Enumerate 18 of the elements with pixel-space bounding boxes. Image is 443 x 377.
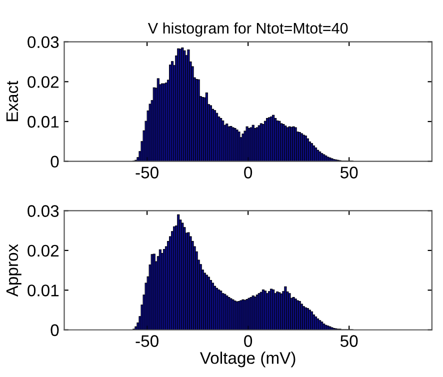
y-tick-label: 0.01: [28, 116, 59, 128]
chart-title: V histogram for Ntot=Mtot=40: [148, 22, 348, 37]
x-tick-label: 50: [340, 166, 358, 178]
x-tick-label: -50: [136, 166, 158, 178]
x-tick-label: 50: [340, 335, 358, 347]
y-tick-label: 0.02: [28, 244, 59, 257]
y-tick-label: 0.01: [28, 284, 59, 296]
y-tick-label: 0.02: [28, 76, 59, 88]
y-tick-label: 0: [50, 156, 59, 168]
x-tick-label: 0: [244, 335, 252, 347]
x-axis-title: Voltage (mV): [200, 352, 296, 368]
y-tick-label: 0.03: [28, 36, 59, 48]
y-axis-title: Approx: [6, 244, 22, 297]
y-tick-label: 0: [50, 324, 59, 336]
y-axis-title: Exact: [6, 80, 18, 122]
x-tick-label: 0: [244, 166, 252, 178]
x-tick-label: -50: [136, 335, 158, 347]
y-tick-label: 0.03: [28, 205, 59, 217]
